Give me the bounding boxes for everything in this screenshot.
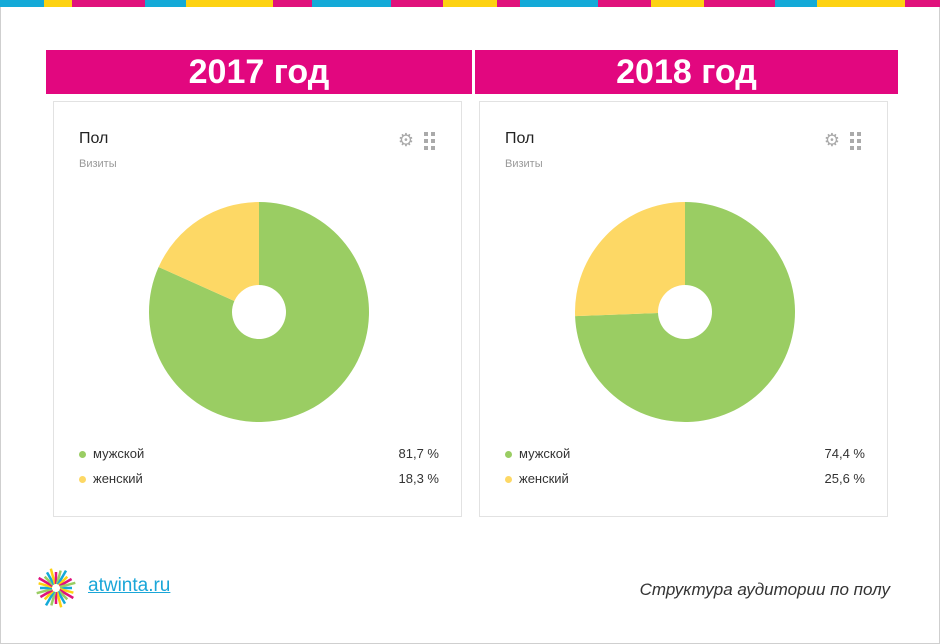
stripe-segment <box>497 0 520 7</box>
logo-ray <box>57 589 69 601</box>
stripe-segment <box>443 0 497 7</box>
logo-ray <box>59 581 76 589</box>
legend-item: мужской 81,7 % <box>79 446 439 461</box>
legend-item: женский 25,6 % <box>505 471 865 486</box>
legend-value: 25,6 % <box>824 471 865 486</box>
chart-card-2018: Пол Визиты ⚙ мужской 74,4 % женский 25,6 % <box>479 101 888 517</box>
logo-ray <box>55 570 62 585</box>
legend-value: 74,4 % <box>824 446 865 461</box>
site-link[interactable]: atwinta.ru <box>88 575 171 596</box>
logo-ray <box>38 576 54 588</box>
logo-ray <box>56 590 67 605</box>
card-subtitle: Визиты <box>505 158 543 170</box>
card-title: Пол <box>79 130 109 147</box>
stripe-segment <box>391 0 443 7</box>
logo-ray <box>57 575 69 587</box>
legend-item: мужской 74,4 % <box>505 446 865 461</box>
logo-ray <box>36 587 53 595</box>
stripe-segment <box>72 0 145 7</box>
banner-2018: 2018 год <box>475 50 898 94</box>
atwinta-logo-icon <box>36 568 76 608</box>
stripe-segment <box>775 0 817 7</box>
legend-label: женский <box>93 471 143 486</box>
pie-chart <box>575 202 795 422</box>
legend-dot <box>79 476 86 484</box>
logo-ray <box>56 570 68 586</box>
logo-ray <box>58 588 74 600</box>
pie-chart <box>149 202 369 422</box>
pie-slice-женский[interactable] <box>575 202 685 317</box>
chart-card-2017: Пол Визиты ⚙ мужской 81,7 % женский 18,3 % <box>53 101 462 517</box>
stripe-segment <box>651 0 704 7</box>
legend-label: женский <box>519 471 569 486</box>
pie-slice-мужской[interactable] <box>149 202 369 422</box>
stripe-segment <box>704 0 775 7</box>
stripe-segment <box>273 0 312 7</box>
logo-ray <box>38 582 53 589</box>
logo-ray <box>49 568 57 585</box>
drag-handle-icon[interactable] <box>850 131 861 150</box>
stripe-segment <box>905 0 940 7</box>
logo-ray <box>55 591 63 608</box>
legend-dot <box>505 451 512 459</box>
stripe-segment <box>520 0 598 7</box>
card-subtitle: Визиты <box>79 158 117 170</box>
legend-item: женский 18,3 % <box>79 471 439 486</box>
stripe-segment <box>44 0 72 7</box>
legend-value: 18,3 % <box>398 471 439 486</box>
logo-ray <box>44 590 56 606</box>
legend-label: мужской <box>519 446 571 461</box>
logo-ray <box>43 589 55 601</box>
legend-dot <box>505 476 512 484</box>
gear-icon[interactable]: ⚙ <box>397 130 414 150</box>
logo-ray <box>58 577 73 588</box>
stripe-segment <box>312 0 391 7</box>
pie-slice-мужской[interactable] <box>575 202 795 422</box>
caption: Структура аудитории по полу <box>639 580 890 599</box>
legend-dot <box>79 451 86 459</box>
stripe-segment <box>145 0 186 7</box>
pie-slice-женский[interactable] <box>158 202 259 301</box>
gear-icon[interactable]: ⚙ <box>823 130 840 150</box>
stripe-segment <box>0 0 44 7</box>
logo-ray <box>43 575 55 587</box>
legend-value: 81,7 % <box>398 446 439 461</box>
logo-ray <box>45 571 56 586</box>
drag-handle-icon[interactable] <box>424 131 435 150</box>
card-title: Пол <box>505 130 535 147</box>
stripe-segment <box>817 0 905 7</box>
banner-2017: 2017 год <box>46 50 472 94</box>
legend-label: мужской <box>93 446 145 461</box>
logo-ray <box>59 587 74 594</box>
logo-ray <box>39 588 54 599</box>
logo-ray <box>50 591 57 606</box>
stripe-segment <box>186 0 273 7</box>
stripe-segment <box>598 0 651 7</box>
